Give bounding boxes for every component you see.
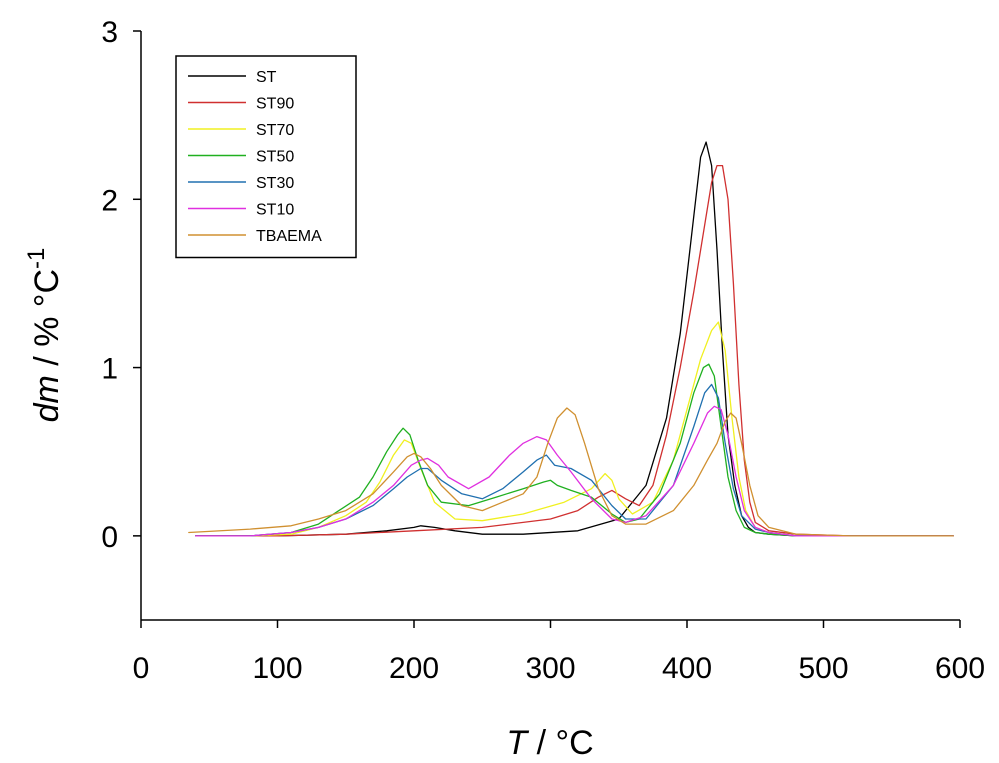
y-tick-label: 3 [101, 16, 118, 49]
x-axis-label-italic: T [506, 724, 529, 762]
legend-label-st30: ST30 [256, 175, 294, 192]
legend-label-st70: ST70 [256, 122, 294, 139]
x-axis: 0 100 200 300 400 500 600 [133, 620, 985, 685]
plot-frame [140, 31, 960, 621]
series-line-st30 [194, 383, 954, 537]
x-axis-label-rest: / °C [527, 724, 594, 762]
y-axis-label-rest: / % °C [28, 269, 66, 375]
y-axis-label-superscript: -1 [23, 248, 50, 269]
legend-box [175, 55, 357, 259]
x-tick-label: 200 [389, 652, 439, 685]
legend: ST ST90 ST70 ST50 ST30 ST10 TBAEMA [175, 55, 357, 259]
y-tick-label: 2 [101, 184, 118, 217]
series-line-st90 [194, 164, 954, 537]
legend-label-st10: ST10 [256, 202, 294, 219]
series-line-st50 [194, 363, 954, 537]
x-tick-label: 500 [798, 652, 848, 685]
legend-label-st: ST [256, 69, 277, 86]
x-tick-label: 0 [133, 652, 150, 685]
x-tick-label: 400 [662, 652, 712, 685]
y-axis: 0 1 2 3 [101, 16, 141, 554]
x-tick-label: 600 [935, 652, 985, 685]
x-tick-label: 100 [252, 652, 302, 685]
legend-label-tbaema: TBAEMA [256, 228, 322, 245]
legend-label-st50: ST50 [256, 149, 294, 166]
series-line-st10 [194, 405, 954, 537]
y-axis-label: dm / % °C-1 [23, 248, 66, 423]
x-tick-label: 300 [525, 652, 575, 685]
series-line-st70 [194, 321, 954, 537]
x-axis-label: T / °C [506, 724, 593, 762]
y-tick-label: 0 [101, 521, 118, 554]
y-axis-label-italic: dm [28, 375, 66, 422]
series-group [188, 141, 954, 537]
y-tick-label: 1 [101, 353, 118, 386]
series-line-tbaema [188, 407, 954, 537]
legend-label-st90: ST90 [256, 96, 294, 113]
